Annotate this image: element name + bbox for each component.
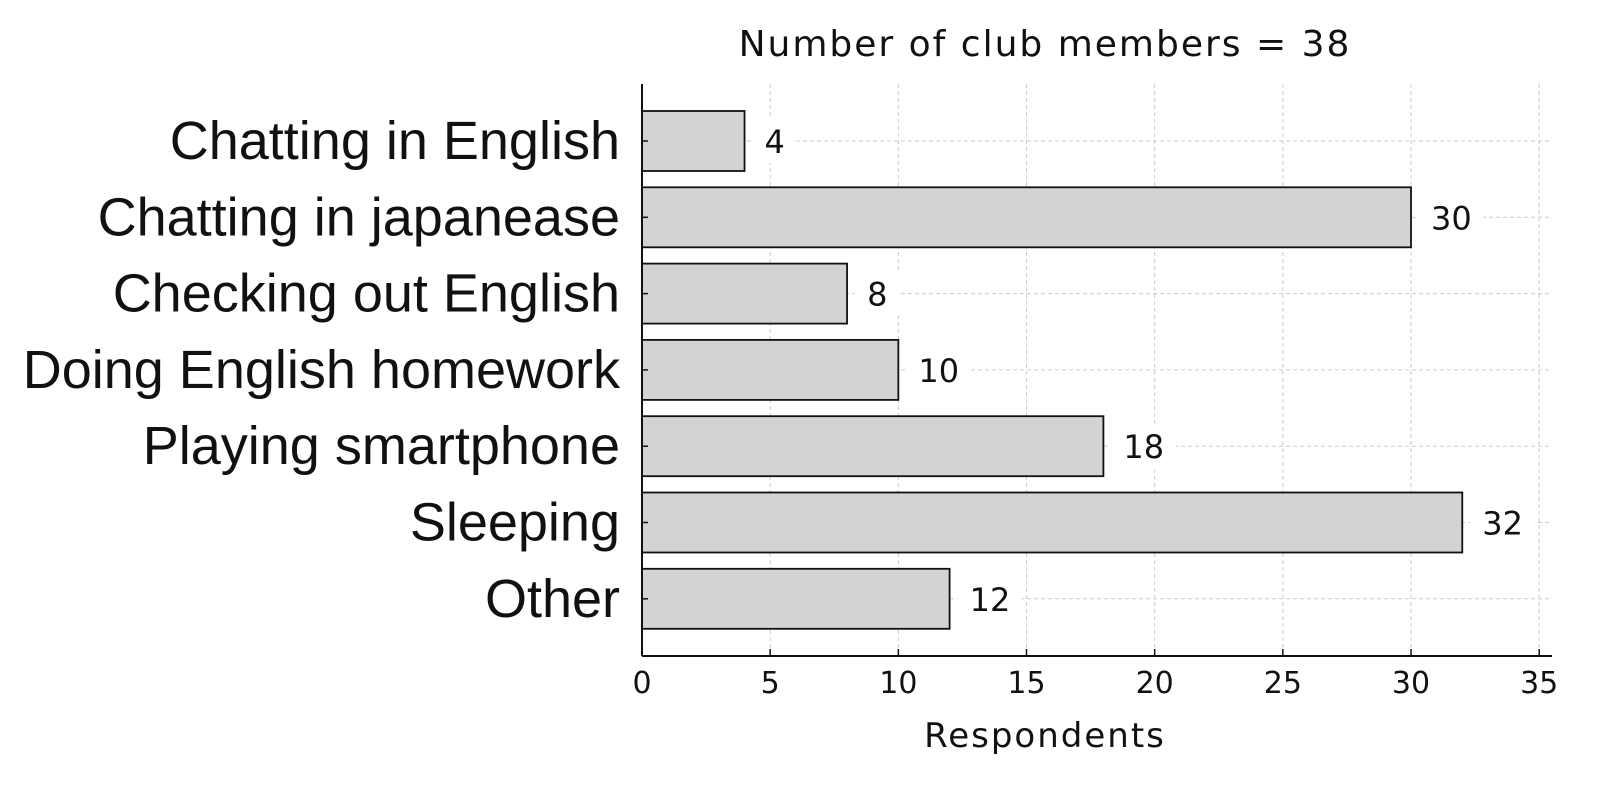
x-tick-label: 20 <box>1136 666 1174 701</box>
value-label-bg <box>957 576 1022 621</box>
value-label-bg <box>906 347 971 392</box>
bar <box>641 338 900 401</box>
category-label: Chatting in japanease <box>98 187 620 247</box>
value-label: 12 <box>970 581 1011 619</box>
bars <box>641 110 1464 630</box>
value-label: 10 <box>918 352 959 390</box>
category-label: Playing smartphone <box>143 416 620 476</box>
chart-title: Number of club members = 38 <box>739 24 1352 65</box>
value-label: 8 <box>867 276 887 314</box>
bar <box>641 186 1412 249</box>
bar <box>641 415 1105 478</box>
category-label: Doing English homework <box>23 340 621 400</box>
value-label-bg <box>752 119 797 163</box>
x-tick-label: 15 <box>1007 666 1045 701</box>
value-labels: 4 30 8 10 18 32 12 <box>752 119 1535 621</box>
bar <box>641 110 746 172</box>
bar <box>641 262 848 325</box>
x-ticks: 0 5 10 15 20 25 30 35 <box>632 140 1558 701</box>
x-tick-label: 25 <box>1264 666 1302 701</box>
category-label: Checking out English <box>113 264 620 324</box>
x-tick-label: 5 <box>761 666 780 701</box>
category-label: Chatting in English <box>170 111 620 171</box>
category-labels: Chatting in English Chatting in japanease… <box>23 111 621 629</box>
value-label-bg <box>1470 500 1535 545</box>
category-label: Sleeping <box>410 493 620 553</box>
x-tick-label: 0 <box>632 666 651 701</box>
value-label: 18 <box>1123 428 1164 466</box>
value-label: 30 <box>1431 199 1472 237</box>
x-tick-label: 35 <box>1520 666 1558 701</box>
x-axis-title: Respondents <box>924 716 1166 756</box>
x-tick-label: 30 <box>1392 666 1430 701</box>
value-label-bg <box>1111 424 1176 469</box>
bar <box>641 491 1464 554</box>
value-label-bg <box>855 271 900 316</box>
bar <box>641 567 951 630</box>
value-label: 4 <box>765 123 785 161</box>
value-label-bg <box>1419 195 1484 240</box>
x-tick-label: 10 <box>879 666 917 701</box>
value-label: 32 <box>1482 505 1523 543</box>
category-label: Other <box>485 569 620 629</box>
